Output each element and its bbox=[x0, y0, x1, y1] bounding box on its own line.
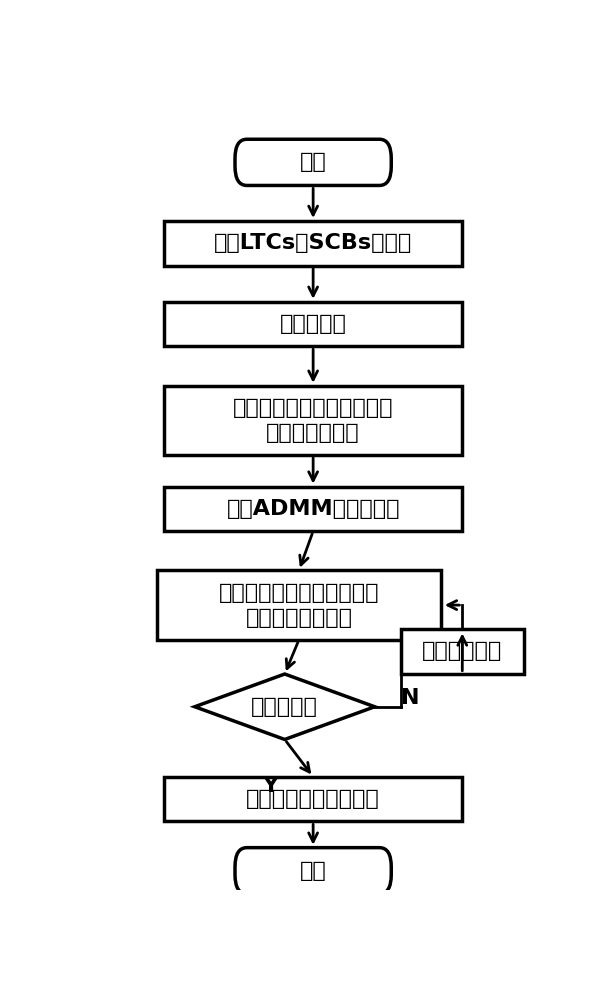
FancyBboxPatch shape bbox=[164, 221, 463, 266]
FancyBboxPatch shape bbox=[164, 386, 463, 455]
Text: 判断收敛性: 判断收敛性 bbox=[251, 697, 318, 717]
FancyBboxPatch shape bbox=[401, 629, 524, 674]
FancyBboxPatch shape bbox=[235, 139, 391, 185]
Text: Y: Y bbox=[263, 776, 279, 796]
Text: 构建LTCs和SCBs的模型: 构建LTCs和SCBs的模型 bbox=[214, 233, 412, 253]
Text: 构建无功电压优化模型，分
离连续离散变量: 构建无功电压优化模型，分 离连续离散变量 bbox=[233, 398, 393, 443]
Text: N: N bbox=[401, 688, 420, 708]
FancyBboxPatch shape bbox=[164, 777, 463, 821]
FancyBboxPatch shape bbox=[235, 848, 391, 894]
Text: 开始: 开始 bbox=[300, 152, 326, 172]
FancyBboxPatch shape bbox=[157, 570, 441, 640]
Text: 结束: 结束 bbox=[300, 861, 326, 881]
Text: 潮流线性化: 潮流线性化 bbox=[280, 314, 346, 334]
FancyBboxPatch shape bbox=[164, 302, 463, 346]
Text: 输出电压无功优化结果: 输出电压无功优化结果 bbox=[246, 789, 380, 809]
Text: 模型分解为两个子问题，进
行交替求解和协调: 模型分解为两个子问题，进 行交替求解和协调 bbox=[219, 583, 379, 628]
Text: 基于ADMM方法的求解: 基于ADMM方法的求解 bbox=[227, 499, 400, 519]
FancyBboxPatch shape bbox=[164, 487, 463, 531]
Polygon shape bbox=[195, 674, 375, 739]
Text: 更新惩罚参数: 更新惩罚参数 bbox=[422, 641, 502, 661]
